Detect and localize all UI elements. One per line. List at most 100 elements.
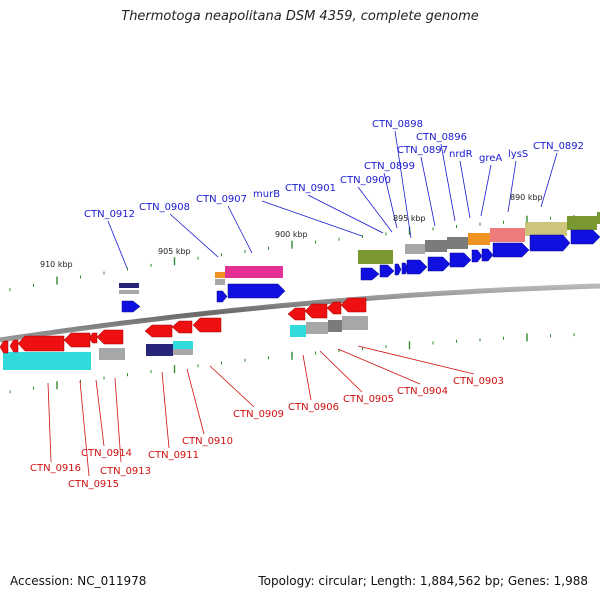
label-leader-line: [480, 164, 492, 217]
gene-label-ctn-0915[interactable]: CTN_0915: [68, 479, 119, 490]
feature-block: [146, 344, 173, 356]
forward-gene-arrow: [401, 262, 409, 275]
scale-label-890: 890 kbp: [510, 193, 543, 202]
gene-label-ctn-0913[interactable]: CTN_0913: [100, 466, 151, 477]
gene-label-ctn-0892[interactable]: CTN_0892: [533, 141, 584, 152]
reverse-gene-arrow: [192, 317, 222, 333]
feature-block: [328, 320, 342, 332]
gene-label-ctn-0897[interactable]: CTN_0897: [397, 145, 448, 156]
label-leader-line: [261, 200, 363, 237]
feature-block: [173, 341, 193, 349]
feature-block: [225, 266, 283, 278]
label-leader-line: [227, 205, 253, 254]
gene-label-ctn-0907[interactable]: CTN_0907: [196, 194, 247, 205]
feature-block: [215, 272, 225, 278]
label-leader-line: [107, 220, 128, 269]
feature-block: [358, 250, 393, 264]
label-leader-line: [186, 368, 205, 435]
genome-summary-text: Topology: circular; Length: 1,884,562 bp…: [258, 574, 588, 588]
label-leader-line: [79, 380, 90, 477]
reverse-gene-arrow: [340, 297, 367, 313]
forward-gene-arrow: [427, 256, 451, 272]
feature-block: [3, 352, 91, 370]
reverse-gene-arrow: [63, 332, 91, 348]
gene-label-ctn-0896[interactable]: CTN_0896: [416, 132, 467, 143]
gene-label-ctn-0898[interactable]: CTN_0898: [372, 119, 423, 130]
reverse-gene-arrow: [287, 307, 306, 321]
gene-label-ctn-0909[interactable]: CTN_0909: [233, 409, 284, 420]
gene-label-ctn-0911[interactable]: CTN_0911: [148, 450, 199, 461]
accession-text: Accession: NC_011978: [10, 574, 147, 588]
gene-label-ctn-0910[interactable]: CTN_0910: [182, 436, 233, 447]
label-leader-line: [47, 382, 52, 463]
reverse-gene-arrow: [96, 329, 124, 345]
feature-block: [290, 325, 306, 337]
label-leader-line: [337, 348, 421, 385]
label-leader-line: [394, 130, 412, 239]
gene-arrows: [0, 229, 600, 354]
scale-label-895: 895 kbp: [393, 214, 426, 223]
gene-label-ctn-0908[interactable]: CTN_0908: [139, 202, 190, 213]
label-leader-line: [540, 152, 558, 208]
reverse-gene-arrow: [88, 332, 98, 344]
gene-label-ctn-0901[interactable]: CTN_0901: [285, 183, 336, 194]
feature-block: [119, 290, 139, 294]
gene-label-ctn-0899[interactable]: CTN_0899: [364, 161, 415, 172]
forward-gene-arrow: [406, 259, 428, 275]
label-leader-line: [307, 194, 384, 234]
feature-blocks: [3, 212, 600, 370]
label-leader-line: [114, 377, 122, 463]
feature-block: [425, 240, 447, 252]
feature-block: [525, 222, 567, 236]
reverse-gene-arrow: [171, 320, 193, 334]
forward-gene-arrow: [121, 300, 141, 313]
forward-gene-arrow: [570, 229, 600, 245]
gene-label-murb[interactable]: murB: [253, 189, 280, 200]
feature-block: [567, 216, 597, 230]
reverse-gene-arrow: [17, 335, 65, 352]
feature-block: [468, 233, 490, 245]
label-leader-line: [161, 371, 170, 449]
gene-label-ctn-0905[interactable]: CTN_0905: [343, 394, 394, 405]
label-leader-line: [383, 172, 398, 229]
feature-block: [405, 244, 425, 254]
reverse-gene-arrow: [144, 324, 173, 338]
label-leaders: [47, 130, 558, 477]
feature-block: [490, 228, 525, 242]
label-leader-line: [507, 160, 517, 213]
backbone-line: [0, 283, 600, 343]
gene-label-ctn-0904[interactable]: CTN_0904: [397, 386, 448, 397]
gene-label-lyss[interactable]: lysS: [508, 149, 528, 160]
forward-gene-arrow: [394, 263, 402, 276]
forward-gene-arrow: [360, 267, 380, 281]
gene-label-grea[interactable]: greA: [479, 153, 502, 164]
scale-ticks: [9, 215, 575, 394]
forward-gene-arrow: [471, 249, 483, 263]
label-leader-line: [319, 350, 363, 393]
label-leader-line: [357, 186, 393, 233]
forward-gene-arrow: [449, 252, 472, 268]
gene-label-ctn-0914[interactable]: CTN_0914: [81, 448, 132, 459]
forward-gene-arrow: [481, 248, 494, 262]
gene-label-nrdr[interactable]: nrdR: [449, 149, 473, 160]
feature-block: [306, 322, 328, 334]
label-leader-line: [420, 156, 436, 227]
label-leader-line: [302, 354, 312, 401]
gene-label-ctn-0903[interactable]: CTN_0903: [453, 376, 504, 387]
feature-block: [215, 279, 225, 285]
feature-block: [99, 348, 125, 360]
scale-label-910: 910 kbp: [40, 260, 73, 269]
feature-block: [173, 349, 193, 355]
gene-label-ctn-0900[interactable]: CTN_0900: [340, 175, 391, 186]
scale-label-905: 905 kbp: [158, 247, 191, 256]
scale-label-900: 900 kbp: [275, 230, 308, 239]
forward-gene-arrow: [492, 242, 530, 258]
feature-block: [447, 237, 468, 249]
genome-title: Thermotoga neapolitana DSM 4359, complet…: [121, 9, 479, 24]
forward-gene-arrow: [379, 264, 395, 278]
gene-label-ctn-0912[interactable]: CTN_0912: [84, 209, 135, 220]
feature-block: [342, 316, 368, 330]
gene-label-ctn-0906[interactable]: CTN_0906: [288, 402, 339, 413]
gene-label-ctn-0916[interactable]: CTN_0916: [30, 463, 81, 474]
label-leader-line: [209, 365, 255, 408]
